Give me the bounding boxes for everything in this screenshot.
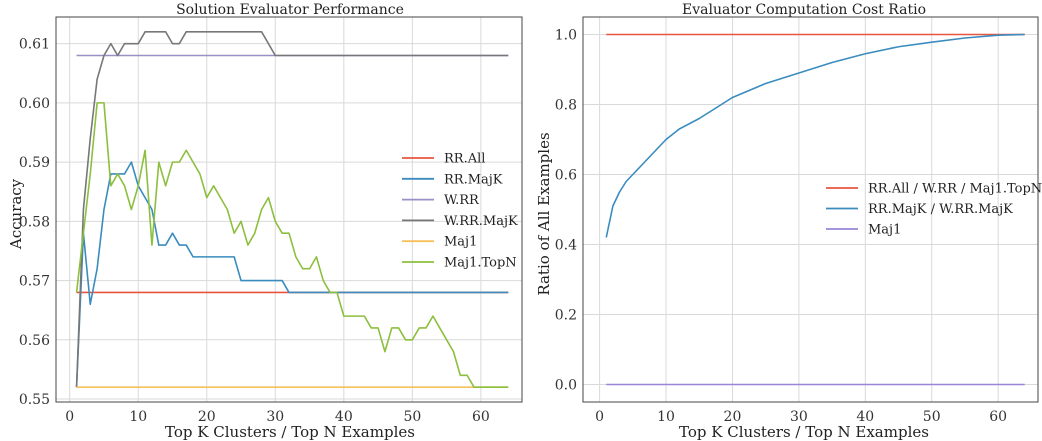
cost-ratio-x-tick-label: 0 [595,409,604,425]
accuracy-x-tick-label: 50 [403,409,421,425]
accuracy-x-tick-label: 40 [335,409,353,425]
accuracy-legend-label: RR.MajK [444,172,503,187]
accuracy-plot-frame [55,16,523,403]
accuracy-legend-label: Maj1.TopN [444,256,517,271]
accuracy-legend-label: Maj1 [444,235,477,250]
accuracy-x-tick-label: 60 [472,409,490,425]
cost-ratio-x-tick-label: 40 [856,409,874,425]
cost-ratio-legend-label: RR.All / W.RR / Maj1.TopN [868,182,1042,197]
cost-ratio-y-tick-label: 0.2 [555,308,577,324]
accuracy-grid [56,17,522,402]
accuracy-legend-label: W.RR.MajK [444,214,518,229]
accuracy-y-tick-label: 0.57 [19,274,50,290]
accuracy-legend-label: W.RR [444,193,480,208]
cost-ratio-x-tick-label: 30 [790,409,808,425]
cost-ratio-series [605,33,1025,386]
accuracy-y-tick-label: 0.59 [19,155,50,171]
accuracy-y-tick-label: 0.60 [19,96,50,112]
accuracy-x-tick-label: 20 [198,409,216,425]
cost-ratio-y-tick-label: 1.0 [555,28,577,44]
cost-ratio-legend-label: RR.MajK / W.RR.MajK [868,202,1013,217]
accuracy-chart-panel: Solution Evaluator Performance 0 10 20 30 40… [7,2,523,441]
cost-ratio-legend-label: Maj1 [868,223,901,238]
accuracy-series [75,31,509,388]
accuracy-series-line [75,31,509,388]
accuracy-legend-label: RR.All [444,152,485,167]
cost-ratio-series-line [605,33,1025,238]
accuracy-y-tick-label: 0.56 [19,333,50,349]
accuracy-y-tick-label: 0.55 [19,392,50,408]
accuracy-y-tick-label: 0.61 [19,37,50,53]
cost-ratio-chart-title: Evaluator Computation Cost Ratio [682,2,926,18]
cost-ratio-plot-frame [582,16,1039,403]
cost-ratio-ticks: 0 10 20 30 40 50 60 0.0 0.2 0.4 0.6 0.8 1.0 [555,28,1007,426]
cost-ratio-y-tick-label: 0.0 [555,378,577,394]
cost-ratio-x-tick-label: 50 [923,409,941,425]
cost-ratio-y-tick-label: 0.8 [555,98,577,114]
cost-ratio-x-tick-label: 20 [724,409,742,425]
accuracy-series-line [75,161,509,388]
accuracy-x-axis-label: Top K Clusters / Top N Examples [165,423,415,441]
accuracy-legend: RR.All RR.MajK W.RR W.RR.MajK Maj1 Maj1.TopN [402,152,518,271]
accuracy-x-tick-label: 0 [65,409,74,425]
cost-ratio-legend: RR.All / W.RR / Maj1.TopN RR.MajK / W.RR.… [826,182,1042,238]
accuracy-y-tick-label: 0.58 [19,214,50,230]
accuracy-series-line [75,102,509,388]
accuracy-x-tick-label: 10 [129,409,147,425]
cost-ratio-y-tick-label: 0.4 [555,238,577,254]
cost-ratio-y-axis-label: Ratio of All Examples [535,132,553,295]
cost-ratio-x-tick-label: 10 [657,409,675,425]
accuracy-y-axis-label: Accuracy [7,178,25,250]
accuracy-chart-title: Solution Evaluator Performance [176,2,404,18]
accuracy-x-tick-label: 30 [266,409,284,425]
cost-ratio-chart-panel: Evaluator Computation Cost Ratio 0 10 20 30… [535,2,1042,441]
cost-ratio-x-tick-label: 60 [989,409,1007,425]
accuracy-ticks: 0 10 20 30 40 50 60 0.55 0.56 0.57 0.58 0.59 0.60 0.6… [19,37,490,425]
cost-ratio-y-tick-label: 0.6 [555,168,577,184]
cost-ratio-x-axis-label: Top K Clusters / Top N Examples [679,423,929,441]
